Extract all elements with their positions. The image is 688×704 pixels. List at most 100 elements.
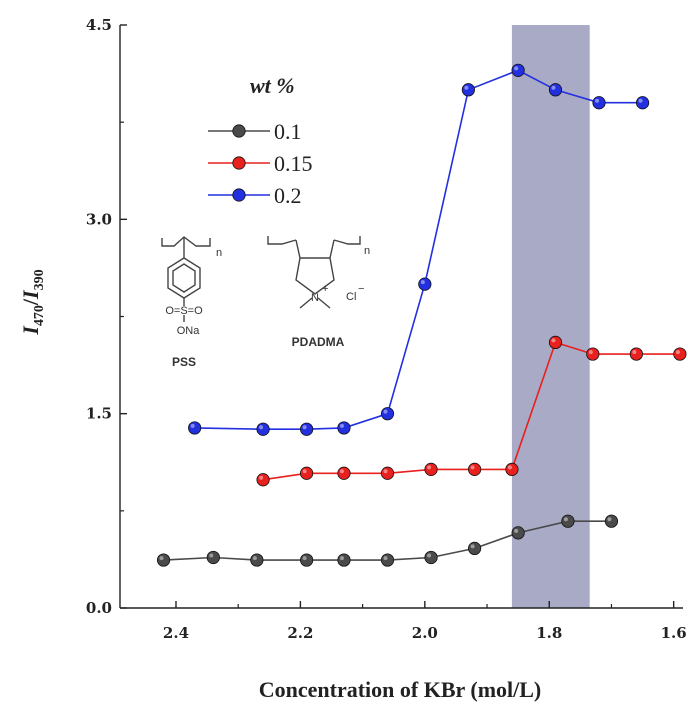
- highlight-band: [511, 25, 590, 608]
- data-point-highlight: [551, 85, 556, 90]
- pdadma-cl-charge: −: [358, 283, 364, 295]
- data-point-highlight: [514, 528, 519, 533]
- pdadma-bond-1: [295, 239, 301, 259]
- data-point: [629, 347, 643, 361]
- data-point-highlight: [607, 517, 612, 522]
- data-point-highlight: [339, 423, 344, 428]
- x-axis-title: Concentration of KBr (mol/L): [259, 677, 542, 702]
- pdadma-methyl-1: [299, 297, 313, 309]
- data-point: [424, 550, 438, 565]
- legend-marker: [232, 188, 246, 202]
- data-point: [256, 473, 270, 487]
- pss-label: PSS: [172, 355, 196, 369]
- legend-marker: [232, 156, 246, 170]
- data-point: [418, 277, 432, 291]
- pss-structure: [161, 236, 211, 322]
- pss-backbone: [161, 236, 211, 247]
- data-point-highlight: [514, 66, 519, 71]
- pss-o-s-o: O=S=O: [165, 305, 203, 317]
- legend: wt % 0.1 0.15 0.2: [208, 73, 313, 208]
- data-point-highlight: [507, 465, 512, 470]
- y-axis-title-sub1: 470: [32, 305, 47, 326]
- data-point: [380, 553, 395, 567]
- x-axis-ticks: 2.4 2.2 2.0 1.8 1.6: [163, 601, 687, 642]
- data-point: [673, 347, 687, 361]
- data-point-highlight: [464, 85, 469, 90]
- data-point-highlight: [470, 544, 475, 549]
- y-tick-label: 4.5: [86, 16, 112, 34]
- pdadma-n-subscript: n: [364, 245, 370, 257]
- pdadma-cl: Cl: [346, 291, 356, 303]
- series-0.2: [188, 63, 650, 436]
- pdadma-methyl-2: [317, 297, 331, 309]
- data-point: [188, 421, 202, 435]
- data-point-highlight: [427, 553, 432, 558]
- data-point-highlight: [339, 556, 344, 561]
- data-point: [511, 526, 525, 540]
- series-line: [262, 341, 680, 481]
- data-point-highlight: [190, 423, 195, 428]
- data-point-highlight: [563, 517, 568, 522]
- legend-title: wt %: [250, 73, 295, 98]
- legend-items: 0.1 0.15 0.2: [208, 119, 313, 208]
- data-point: [256, 422, 270, 436]
- data-point-highlight: [383, 469, 388, 474]
- data-point: [337, 553, 351, 567]
- data-point: [206, 550, 220, 565]
- pss-benzene-inner: [172, 263, 196, 293]
- legend-label: 0.2: [274, 183, 302, 208]
- y-axis-title-i1: I: [18, 325, 43, 336]
- data-point-highlight: [259, 425, 264, 430]
- legend-item: 0.2: [208, 183, 302, 208]
- data-point: [561, 514, 575, 528]
- data-point: [548, 83, 563, 97]
- data-point: [548, 335, 563, 350]
- data-point: [604, 514, 619, 528]
- data-point-highlight: [259, 475, 264, 480]
- legend-label: 0.15: [274, 151, 313, 176]
- data-point: [300, 466, 314, 480]
- x-tick-label: 2.4: [163, 624, 189, 642]
- data-point-highlight: [427, 465, 432, 470]
- y-axis-title-slash: /: [18, 298, 43, 306]
- data-point: [511, 63, 525, 77]
- data-point-highlight: [252, 556, 257, 561]
- legend-item: 0.1: [208, 119, 302, 144]
- x-tick-label: 2.0: [412, 624, 438, 642]
- y-axis-title-sub2: 390: [32, 269, 47, 290]
- data-point-highlight: [159, 556, 164, 561]
- data-point-highlight: [383, 556, 388, 561]
- legend-label: 0.1: [274, 119, 302, 144]
- data-point-highlight: [588, 350, 593, 355]
- x-tick-label: 1.8: [536, 624, 562, 642]
- y-tick-label: 0.0: [86, 599, 112, 617]
- pdadma-backbone: [267, 236, 361, 245]
- data-point: [635, 96, 650, 110]
- data-point: [300, 553, 314, 567]
- data-point: [592, 96, 606, 110]
- data-point: [467, 541, 482, 556]
- data-point: [424, 462, 438, 476]
- x-tick-label: 1.6: [661, 624, 687, 642]
- pdadma-n-atom: N: [311, 292, 319, 304]
- pss-ona: ONa: [177, 325, 201, 337]
- data-point-highlight: [675, 350, 680, 355]
- pdadma-bond-2: [329, 239, 335, 259]
- y-axis-title: I470/I390: [18, 269, 47, 335]
- data-point: [505, 462, 519, 476]
- y-axis-ticks: 0.0 1.5 3.0 4.5: [86, 16, 127, 617]
- data-point-highlight: [420, 280, 425, 285]
- data-point-highlight: [470, 465, 475, 470]
- data-point-highlight: [302, 425, 307, 430]
- data-point: [156, 553, 171, 567]
- pdadma-n-charge: +: [322, 283, 328, 295]
- data-point-highlight: [595, 98, 600, 103]
- data-point-highlight: [632, 350, 637, 355]
- series-0.1: [156, 514, 619, 567]
- data-point: [586, 347, 600, 361]
- legend-item: 0.15: [208, 151, 313, 176]
- x-tick-label: 2.2: [287, 624, 313, 642]
- pss-n-subscript: n: [216, 247, 222, 259]
- data-point: [337, 421, 351, 435]
